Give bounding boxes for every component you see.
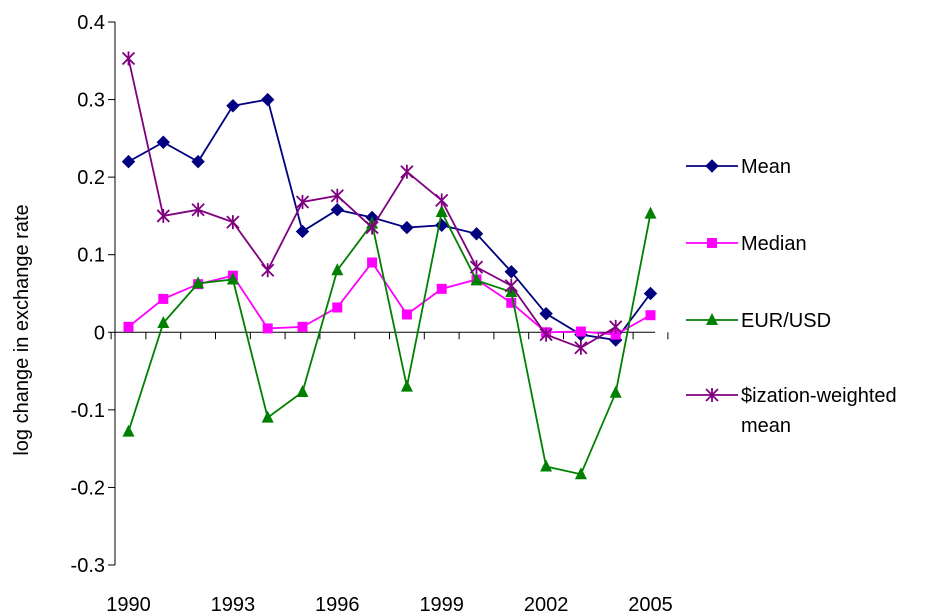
- data-point: [261, 263, 275, 278]
- data-point: [192, 276, 205, 289]
- data-point: [297, 321, 308, 332]
- data-point: [574, 467, 587, 480]
- chart-legend: Mean Median EUR/USD $ization-weighted mean: [686, 156, 897, 437]
- data-point: [156, 135, 171, 149]
- y-axis-title: log change in exchange rate: [11, 204, 33, 455]
- legend-label: Median: [741, 233, 807, 255]
- data-point: [123, 321, 134, 332]
- data-point: [262, 323, 273, 334]
- data-point: [609, 385, 622, 398]
- x-tick-label: 1990: [106, 594, 151, 616]
- y-tick-label: 0.1: [77, 245, 105, 267]
- data-point: [226, 272, 239, 285]
- y-tick-label: 0.4: [77, 12, 105, 34]
- data-point: [330, 188, 344, 203]
- data-point: [121, 51, 136, 66]
- legend-item-2: EUR/USD: [686, 310, 831, 332]
- y-tick-label: 0.3: [77, 90, 105, 112]
- series-3: [121, 51, 623, 355]
- data-point: [367, 257, 378, 268]
- data-point: [122, 424, 135, 437]
- legend-marker: [705, 388, 719, 402]
- data-point: [400, 220, 414, 235]
- legend-marker: [705, 159, 719, 173]
- legend-marker: [707, 238, 717, 248]
- data-point: [261, 410, 274, 423]
- data-point: [645, 310, 656, 321]
- y-tick-label: -0.3: [71, 555, 105, 577]
- x-tick-label: 1999: [419, 594, 464, 616]
- series-line: [127, 58, 617, 349]
- data-point: [469, 260, 484, 275]
- series-line: [127, 209, 652, 476]
- legend-item-0: Mean: [686, 156, 791, 178]
- data-point: [295, 194, 310, 209]
- data-point: [121, 154, 136, 169]
- legend-marker: [706, 313, 718, 325]
- legend-label: Mean: [741, 156, 791, 178]
- data-point: [191, 202, 205, 217]
- data-point: [539, 327, 553, 342]
- data-point: [295, 224, 310, 239]
- data-point: [644, 206, 657, 219]
- data-point: [400, 379, 413, 392]
- data-point: [260, 92, 275, 107]
- series-1: [123, 257, 656, 340]
- series-line: [127, 260, 651, 336]
- data-point: [436, 283, 447, 294]
- data-point: [157, 315, 170, 328]
- legend-label: mean: [741, 415, 791, 437]
- x-tick-label: 2005: [628, 594, 673, 616]
- data-point: [226, 99, 240, 113]
- data-point: [296, 385, 309, 398]
- data-point: [191, 154, 205, 169]
- data-point: [158, 293, 169, 304]
- x-tick-label: 2002: [524, 594, 569, 616]
- y-tick-label: -0.1: [71, 400, 105, 422]
- data-point: [609, 319, 623, 334]
- data-point: [643, 286, 658, 301]
- legend-label: EUR/USD: [741, 310, 831, 332]
- data-point: [539, 306, 553, 321]
- series-2: [122, 205, 657, 480]
- data-point: [435, 205, 448, 218]
- data-point: [504, 265, 519, 279]
- data-point: [574, 340, 588, 355]
- data-point: [470, 273, 483, 286]
- data-point: [540, 459, 553, 472]
- legend-item-3: $ization-weighted mean: [686, 385, 897, 437]
- chart-series-layer: [121, 51, 658, 480]
- series-line: [128, 98, 652, 342]
- y-tick-label: 0: [94, 322, 105, 344]
- data-point: [401, 309, 412, 320]
- data-point: [365, 220, 379, 235]
- data-point: [506, 297, 517, 308]
- legend-label: $ization-weighted: [741, 385, 897, 407]
- data-point: [400, 164, 414, 179]
- x-tick-label: 1996: [315, 594, 360, 616]
- data-point: [610, 329, 621, 340]
- y-tick-label: 0.2: [77, 167, 105, 189]
- data-point: [330, 203, 345, 217]
- data-point: [332, 302, 343, 313]
- data-point: [331, 263, 344, 276]
- data-point: [575, 326, 586, 337]
- legend-item-1: Median: [686, 233, 807, 255]
- data-point: [226, 215, 240, 230]
- data-point: [469, 227, 484, 241]
- chart-axes: -0.3 -0.2 -0.1 0 0.1 0.2 0.3 0.4 1990 1993 1996 199…: [71, 12, 673, 616]
- data-point: [156, 208, 170, 223]
- x-tick-label: 1993: [211, 594, 256, 616]
- y-tick-label: -0.2: [71, 477, 105, 499]
- data-point: [435, 193, 449, 208]
- data-point: [504, 278, 518, 293]
